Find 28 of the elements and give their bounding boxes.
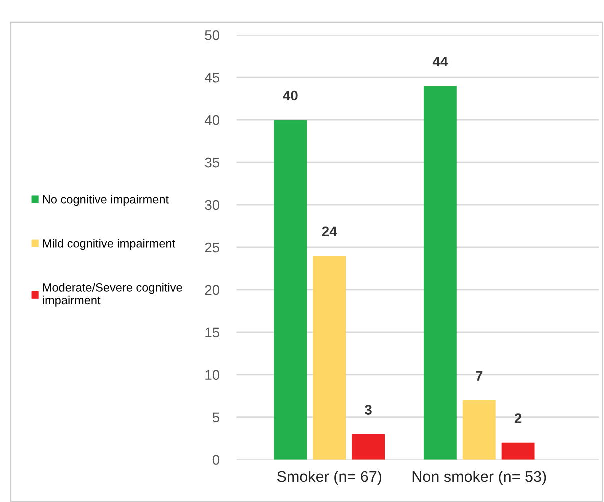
y-tick-label: 45	[204, 73, 220, 83]
x-tick-label: Smoker (n= 67)	[277, 470, 382, 486]
bar	[352, 434, 386, 460]
y-tick-label: 25	[205, 242, 220, 253]
bar	[502, 442, 535, 460]
data-label: 44	[432, 57, 448, 67]
bar	[462, 400, 496, 460]
y-tick-label: 10	[206, 370, 220, 380]
y-tick-label: 15	[206, 328, 220, 338]
bar	[313, 256, 346, 460]
y-tick-label: 30	[205, 200, 220, 210]
legend-label: No cognitive impairment	[43, 195, 169, 206]
bar	[424, 86, 457, 460]
y-tick-label: 40	[204, 115, 220, 126]
data-label: 7	[476, 371, 483, 381]
data-label: 24	[322, 226, 338, 236]
y-tick-label: 20	[205, 285, 220, 296]
y-tick-label: 5	[212, 412, 220, 423]
y-tick-label: 35	[205, 158, 220, 168]
data-label: 2	[514, 414, 522, 424]
data-label: 3	[365, 405, 372, 415]
data-label: 40	[283, 90, 298, 101]
legend-label: Mild cognitive impairment	[43, 239, 176, 250]
y-tick-label: 0	[212, 455, 220, 465]
bar	[274, 120, 308, 460]
legend-label: Moderate/Severe cognitive impairment	[43, 283, 182, 307]
y-tick-label: 50	[205, 30, 220, 40]
x-tick-label: Non smoker (n= 53)	[412, 470, 546, 486]
